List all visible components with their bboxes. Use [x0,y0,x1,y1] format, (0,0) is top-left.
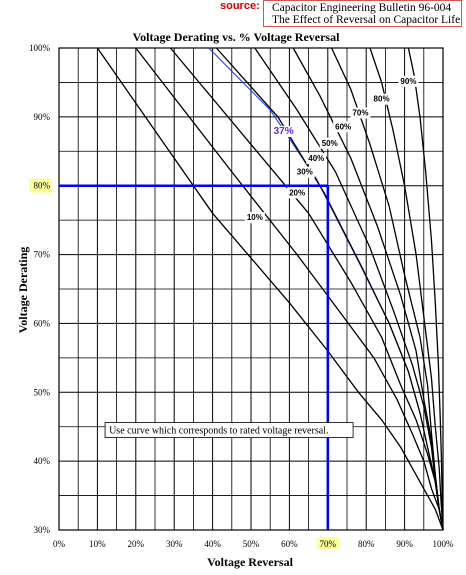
x-tick-label: 90% [396,539,413,549]
plot-frame [58,47,444,531]
curve-label-bg [271,126,296,138]
curve-label-bg [244,212,265,224]
curve-label-bg [371,93,392,105]
curve-labels: 10% 20% 30% 40% 50% 60%70% 80% 90% 37% [244,75,419,224]
curve-90pct [407,47,444,531]
curve-label-bg [306,152,327,164]
chart-title: Voltage Derating vs. % Voltage Reversal [133,30,341,44]
curve-label: 50% [322,139,338,148]
x-tick-label: 100% [433,539,455,549]
y-tick-label: 90% [34,112,51,122]
curve-label: 20% [289,188,305,197]
y-tick-label: 40% [34,456,51,466]
x-tick-label: 60% [281,539,298,549]
x-axis-label: Voltage Reversal [207,555,294,569]
highlight-markers [59,184,330,530]
curve-label: 30% [297,168,313,177]
y-tick-label: 60% [34,318,51,328]
y-tick-label: 50% [34,387,51,397]
source-line-1: Capacitor Engineering Bulletin 96-004 [272,2,452,14]
x-tick-label: 50% [243,539,260,549]
curve-20pct [135,47,444,531]
source-line-2: The Effect of Reversal on Capacitor Life [272,14,461,26]
annotation-box [104,422,354,438]
x-tick-highlight [316,537,339,549]
x-tick-label: 0% [53,539,66,549]
curve-80pct [369,47,444,531]
curve-label: 40% [308,154,324,163]
x-tick-label: 10% [89,539,106,549]
curve-label-bg [333,121,354,133]
annotation-text: Use curve which corresponds to rated vol… [109,426,328,437]
x-tick-label: 70% [320,539,337,549]
curve-label: 90% [400,77,416,86]
annotation-group: Use curve which corresponds to rated vol… [104,422,354,438]
curve-70pct [331,47,444,531]
source-box: Capacitor Engineering Bulletin 96-004 Th… [263,0,462,27]
curve-label-bg [287,187,308,199]
y-tick-label: 80% [34,181,51,191]
curve-label-bg [294,166,315,178]
x-tick-label: 20% [128,539,145,549]
curve-label: 60% [335,122,351,131]
x-tick-label: 80% [358,539,375,549]
x-tick-label: 40% [204,539,221,549]
x-tick-label: 30% [166,539,183,549]
curve-label: 80% [374,95,390,104]
curve-label-bg [398,75,419,87]
source-label: source: [220,0,260,12]
ticks: 0% 10% 20% 30% 40% 50% 60% 70% 80% 90% 100%30%40%5… [29,43,454,549]
y-tick-label: 30% [34,525,51,535]
y-tick-highlight [29,178,52,193]
y-tick-label: 70% [34,250,51,260]
curve-10pct [96,47,444,531]
curve-label: 37% [274,126,294,137]
y-tick-label: 100% [29,43,51,53]
curve-label-bg [319,137,340,149]
curve-label: 70% [352,108,368,117]
curve-label: 10% [247,213,263,222]
curve-label-bg [350,107,371,119]
y-axis-label: Voltage Derating [16,247,30,334]
